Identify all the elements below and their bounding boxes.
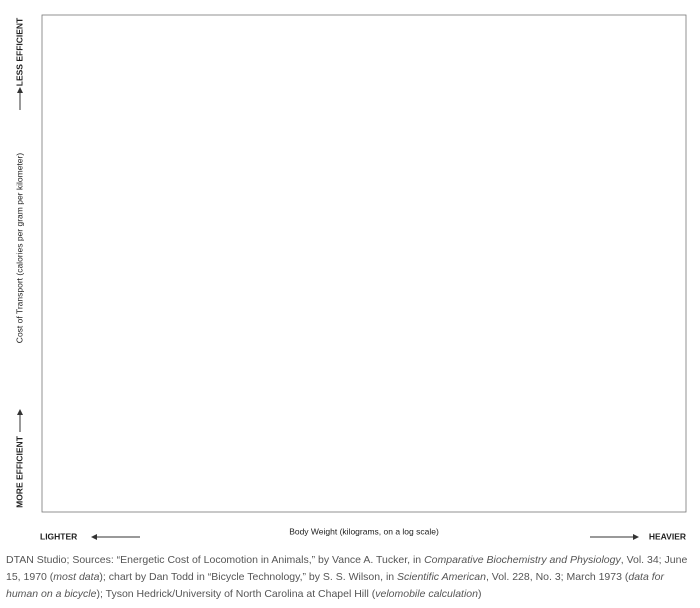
caption-run: , Vol. 34; June 15, 1970 (	[6, 554, 688, 583]
caption-run: Comparative Biochemistry and Physiology	[424, 554, 621, 566]
caption-run: most data	[53, 571, 100, 583]
plot-frame	[41, 14, 687, 513]
caption-run: Scientific American	[397, 571, 486, 583]
x-axis-label: Body Weight (kilograms, on a log scale)	[289, 526, 439, 536]
annotation: LIGHTER	[40, 531, 77, 541]
caption-run: DTAN Studio; Sources: “Energetic Cost of…	[6, 554, 425, 566]
caption: DTAN Studio; Sources: “Energetic Cost of…	[6, 552, 694, 603]
caption-run: ); Tyson Hedrick/University of North Car…	[96, 588, 376, 600]
caption-run: , Vol. 228, No. 3; March 1973 (	[485, 571, 629, 583]
caption-run: data for human on a bicycle	[6, 571, 664, 600]
y-axis-label: Cost of Transport (calories per gram per…	[14, 153, 24, 344]
annotation: MORE EFFICIENT	[14, 435, 24, 508]
annotation: HEAVIER	[649, 531, 686, 541]
caption-run: ); chart by Dan Todd in “Bicycle Technol…	[99, 571, 398, 583]
caption-run: )	[477, 588, 482, 600]
caption-run: velomobile calculation	[375, 588, 478, 600]
chart: Cost of Transport (calories per gram per…	[14, 14, 687, 541]
annotation: LESS EFFICIENT	[14, 17, 24, 86]
